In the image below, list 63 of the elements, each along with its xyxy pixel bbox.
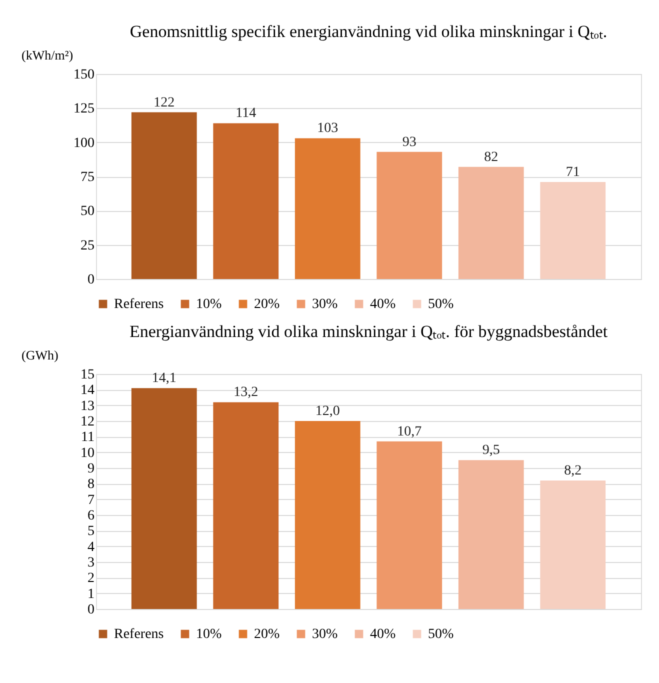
legend-label: 10% — [196, 297, 222, 312]
y-tick-label: 150 — [74, 68, 94, 82]
y-tick-label: 7 — [88, 492, 94, 508]
data-label: 71 — [566, 164, 580, 180]
legend-label: Referens — [114, 627, 164, 642]
chart-title: Energianvändning vid olika minskningar i Qₜₒₜ. för byggnadsbeståndet — [129, 322, 608, 341]
bar — [213, 402, 279, 609]
data-label: 114 — [236, 106, 256, 122]
bar — [376, 152, 442, 279]
bar — [294, 421, 360, 609]
legend-label: 50% — [428, 627, 454, 642]
y-tick-label: 0 — [88, 272, 94, 288]
y-tick-label: 6 — [88, 508, 94, 524]
chart-title: Genomsnittlig specifik energianvändning vid olika minskningar i Qₜₒₜ. — [130, 22, 608, 41]
y-tick-label: 14 — [80, 383, 94, 398]
y-tick-label: 0 — [88, 602, 94, 618]
legend-label: 40% — [370, 297, 396, 312]
legend-label: 50% — [428, 297, 454, 312]
data-label: 8,2 — [564, 464, 582, 479]
bar — [458, 460, 524, 609]
legend-label: 40% — [370, 627, 396, 642]
y-tick-label: 11 — [81, 430, 94, 446]
data-label: 14,1 — [152, 371, 176, 386]
legend-label: 30% — [312, 297, 338, 312]
legend-label: 20% — [254, 627, 280, 642]
data-label: 9,5 — [482, 443, 500, 458]
legend-label: 10% — [196, 627, 222, 642]
bar — [131, 388, 197, 609]
y-tick-label: 2 — [88, 571, 94, 586]
legend-label: Referens — [114, 297, 164, 312]
y-tick-label: 3 — [88, 556, 94, 570]
bar — [131, 112, 197, 279]
data-label: 12,0 — [315, 404, 340, 419]
y-tick-label: 5 — [88, 524, 94, 540]
bar — [540, 182, 606, 279]
bar — [213, 123, 279, 279]
bar — [376, 441, 442, 609]
y-tick-label: 25 — [80, 238, 94, 254]
y-tick-label: 125 — [74, 102, 94, 117]
y-tick-label: 50 — [80, 204, 94, 220]
legend-label: 30% — [312, 627, 338, 642]
y-tick-label: 12 — [80, 414, 94, 430]
data-label: 103 — [317, 121, 338, 136]
y-axis-title: (GWh) — [22, 348, 58, 362]
bar — [458, 166, 524, 279]
y-tick-label: 15 — [80, 368, 94, 382]
y-tick-label: 9 — [88, 462, 94, 476]
legend-label: 20% — [254, 297, 280, 312]
data-label: 93 — [402, 134, 416, 150]
y-axis-title: (kWh/m²) — [22, 48, 74, 62]
y-tick-label: 100 — [74, 136, 94, 151]
data-label: 82 — [484, 150, 498, 165]
y-tick-label: 13 — [80, 398, 94, 414]
bar — [294, 138, 360, 279]
data-label: 13,2 — [234, 385, 258, 400]
y-tick-label: 4 — [88, 540, 94, 555]
y-tick-label: 75 — [80, 170, 94, 185]
y-tick-label: 10 — [80, 446, 94, 461]
bar — [540, 480, 606, 609]
data-label: 10,7 — [397, 424, 422, 440]
y-tick-label: 8 — [88, 477, 94, 492]
data-label: 122 — [154, 95, 175, 110]
y-tick-label: 1 — [88, 586, 94, 602]
